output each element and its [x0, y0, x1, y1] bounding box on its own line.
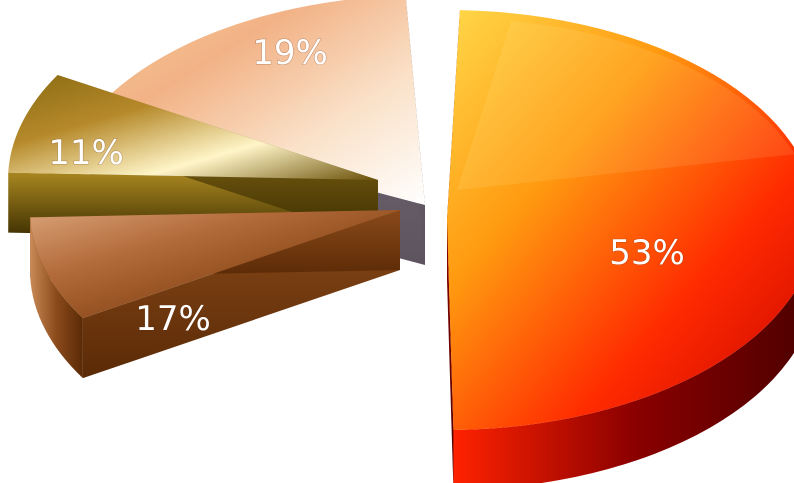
slice-label-11: 11%	[48, 133, 124, 173]
slices-layer	[8, 0, 794, 483]
slice-label-19: 19%	[252, 33, 328, 73]
slice-11-top	[8, 75, 378, 180]
slice-53-side-0	[453, 292, 794, 483]
slice-label-53: 53%	[609, 233, 685, 273]
slice-19-top	[89, 0, 425, 205]
labels-layer: 53% 19% 11% 17%	[48, 33, 686, 340]
slice-53-wall-b	[447, 220, 454, 483]
slice-17-side-0	[30, 217, 83, 379]
slice-53-top	[447, 10, 794, 430]
slice-17-top	[30, 210, 400, 319]
slice-53-highlight	[457, 21, 794, 190]
slice-label-17: 17%	[135, 299, 211, 339]
